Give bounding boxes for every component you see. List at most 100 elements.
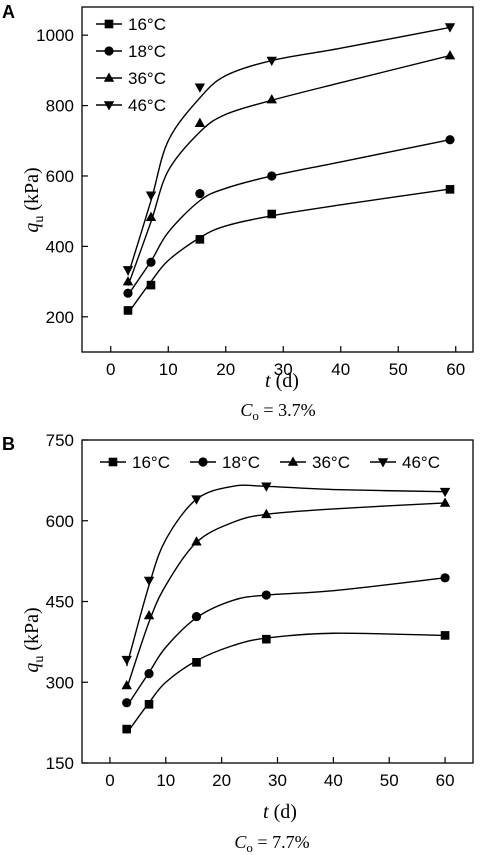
panel-b-y-tick-label: 300 [46,673,74,692]
panel-a-data-point [267,171,277,181]
panel-a-data-point [444,23,456,33]
panel-a-fit-curve [127,26,451,276]
panel-a-data-point [145,211,157,221]
panel-a-legend-marker [103,72,115,82]
panel-a-data-point [445,135,455,145]
panel-a-fit-curves [127,26,451,314]
panel-b-y-tick-label: 750 [46,431,74,450]
panel-b-legend-label: 18°C [222,453,260,472]
panel-b-legend-marker [377,458,389,468]
panel-b-axes: 0 10 20 30 40 50 60 150 300 450 600 750 [46,431,455,790]
panel-a-legend-marker [104,19,114,29]
panel-b-data-point [191,495,202,505]
panel-b-data-point [261,482,272,492]
panel-a-x-tick-label: 40 [331,360,350,379]
panel-b-data-point [121,679,132,690]
panel-a-axes: 0 10 20 30 40 50 60 200 400 600 800 1000 [36,26,465,379]
panel-a-y-axis-unit: (kPa) [21,167,43,210]
panel-a-data-point [266,94,277,104]
panel-b-x-axis-symbol: t [263,801,269,823]
panel-b-caption: Co = 7.7% [234,832,309,855]
panel-b-y-tick-label: 450 [46,593,74,612]
panel-b-x-tick-label: 30 [268,771,287,790]
panel-a-data-point [267,209,277,219]
panel-b-x-tick-label: 0 [105,771,114,790]
panel-a-caption-subscript: o [252,408,259,423]
panel-a-x-tick-label: 60 [446,360,465,379]
panel-a-data-point [195,235,205,244]
panel-b-legend-label: 46°C [402,453,440,472]
panel-a-plot-frame [81,6,474,353]
panel-a-data-point [122,266,134,276]
panel-b-data-point [440,573,450,583]
panel-a-data-point [445,185,455,194]
panel-b-x-tick-label: 40 [324,771,343,790]
panel-a-caption-value: = 3.7% [259,400,316,420]
panel-b-x-tick-label: 10 [156,771,175,790]
panel-a-fit-curve [127,54,451,287]
panel-a-data-point [194,83,206,93]
panel-a-x-tick-label: 10 [159,360,178,379]
panel-a-y-axis-symbol: q [21,223,43,233]
panel-b-caption-subscript: o [246,840,253,855]
panel-b-fit-curve [126,577,446,707]
panel-a-x-axis-title: t (d) [265,370,299,392]
panel-a-legend-label: 36°C [128,69,166,88]
panel-b-legend-marker [198,457,208,467]
panel-a-fit-curve [127,188,451,314]
panel-a-legend-label: 46°C [128,96,166,115]
panel-a-legend: 16°C 18°C 36°C 46°C [96,15,166,115]
panel-b-fit-curve [126,632,446,734]
panel-b-x-tick-label: 50 [380,771,399,790]
panel-b-fit-curves [126,484,446,734]
panel-a-letter: A [2,2,15,22]
panel-b-x-axis-title: t (d) [263,801,297,823]
panel-a-y-tick-label: 600 [46,167,74,186]
panel-b-data-point [191,536,202,546]
panel-a-y-tick-label: 400 [46,237,74,256]
panel-a-data-point [194,117,206,127]
panel-a-data-point [146,257,156,267]
panel-a-data-point [123,306,133,315]
panel-a-data-point [145,191,157,201]
panel-b-fit-curve [126,502,446,689]
panel-b-legend-label: 36°C [312,453,350,472]
panel-b-data-point [143,609,155,620]
panel-a-x-tick-label: 50 [389,360,408,379]
panel-b-data-point [122,698,132,708]
panel-b-legend-label: 16°C [132,453,170,472]
panel-a-data-point [195,188,205,199]
panel-b-y-axis-unit: (kPa) [21,607,43,650]
panel-b-data-point [262,634,271,644]
panel-a-legend-label: 18°C [128,42,166,61]
panel-b-data-point [440,631,450,640]
panel-a-data-point [122,276,134,286]
panel-b: B 0 10 20 30 40 50 60 150 300 450 600 750 16°C 18°C 3… [2,431,474,855]
panel-b-y-tick-label: 150 [46,754,74,773]
panel-b-y-tick-label: 600 [46,512,74,531]
panel-a-x-tick-label: 30 [274,360,293,379]
panel-b-data-point [439,497,451,507]
panel-b-data-point [122,724,131,734]
panel-a-data-point [146,280,156,290]
panel-b-data-point [439,487,451,498]
panel-a-legend-label: 16°C [128,15,166,34]
panel-b-y-axis-symbol: q [21,663,43,673]
panel-b-legend-marker [287,456,299,466]
panel-a-y-tick-label: 200 [46,308,74,327]
panel-b-x-tick-label: 20 [212,771,231,790]
panel-a-data-point [123,288,133,298]
panel-b-data-point [191,611,202,622]
panel-a-caption: Co = 3.7% [240,400,315,423]
panel-a: A 0 10 20 30 40 50 60 200 400 600 800 1000 16°C 18°C… [2,2,474,423]
panel-b-x-axis-unit: (d) [274,801,297,823]
panel-b-caption-symbol: C [234,832,247,852]
panel-b-data-point [261,590,271,600]
panel-a-y-tick-label: 1000 [36,26,74,45]
panel-a-x-tick-label: 0 [106,360,115,379]
panel-b-legend-marker [108,457,118,467]
panel-b-data-point [143,576,155,587]
panel-a-legend-marker [104,46,114,56]
panel-b-legend: 16°C 18°C 36°C 46°C [100,453,440,472]
panel-a-x-axis-unit: (d) [276,370,299,392]
